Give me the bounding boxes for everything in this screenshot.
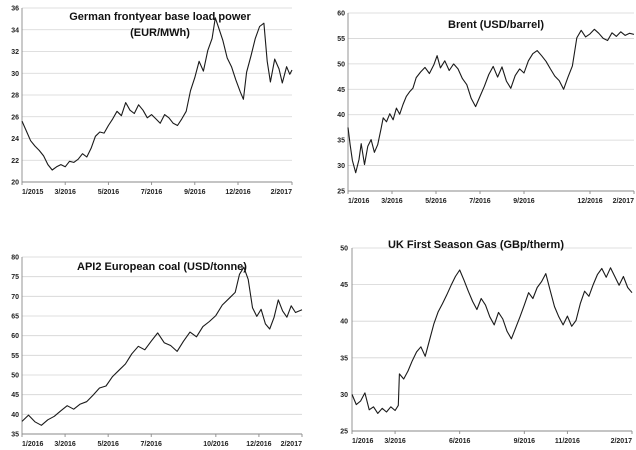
chart-german-power: 20 22 24 26 28 30 32 34 36 1/2015 3/2016 5/2016 7/20…	[11, 6, 293, 196]
chart-brent: 25 30 35 40 45 50 55 60 1/2016 3/2016 5/2016 7/2016…	[337, 11, 635, 205]
y-tick-label: 22	[11, 158, 19, 165]
chart-api2-coal: 35 40 45 50 55 60 65 70 75 80 1/2016 3/2016 5/2016 7/…	[11, 255, 303, 448]
y-tick-label: 35	[11, 432, 19, 439]
y-tick-label: 50	[337, 61, 345, 68]
x-tick-label: 2/2017	[611, 438, 633, 445]
x-tick-label: 12/2016	[246, 441, 271, 448]
y-tick-label: 45	[337, 87, 345, 94]
y-tick-label: 75	[11, 274, 19, 281]
y-tick-label: 45	[11, 392, 19, 399]
series-line	[21, 266, 303, 426]
y-tick-label: 40	[11, 412, 19, 419]
y-tick-label: 35	[340, 355, 348, 362]
y-tick-label: 55	[337, 36, 345, 43]
y-tick-label: 20	[11, 180, 19, 187]
x-tick-label: 9/2016	[184, 189, 206, 196]
series-line	[351, 267, 633, 414]
series-line	[21, 17, 293, 171]
x-tick-label: 3/2016	[384, 438, 406, 445]
y-tick-label: 30	[337, 163, 345, 170]
series-line	[347, 28, 635, 174]
x-tick-label: 3/2016	[54, 189, 76, 196]
x-tick-label: 9/2016	[513, 198, 535, 205]
y-tick-label: 25	[337, 189, 345, 196]
y-tick-label: 30	[340, 392, 348, 399]
x-tick-label: 1/2016	[348, 198, 370, 205]
y-tick-label: 26	[11, 114, 19, 121]
y-tick-label: 35	[337, 138, 345, 145]
chart-title: Brent (USD/barrel)	[448, 19, 544, 31]
x-tick-label: 5/2016	[425, 198, 447, 205]
y-tick-label: 25	[340, 429, 348, 436]
x-tick-label: 7/2016	[141, 189, 163, 196]
x-tick-label: 2/2017	[613, 198, 635, 205]
y-tick-label: 50	[340, 246, 348, 253]
y-tick-label: 28	[11, 93, 19, 100]
y-tick-label: 70	[11, 294, 19, 301]
y-tick-label: 60	[337, 11, 345, 18]
y-tick-label: 55	[11, 353, 19, 360]
x-tick-label: 12/2016	[577, 198, 602, 205]
chart-subtitle: (EUR/MWh)	[130, 27, 190, 39]
x-tick-label: 1/2015	[22, 189, 44, 196]
y-tick-label: 32	[11, 49, 19, 56]
x-tick-label: 1/2016	[22, 441, 44, 448]
y-tick-label: 36	[11, 6, 19, 13]
x-tick-label: 2/2017	[271, 189, 293, 196]
x-tick-label: 11/2016	[555, 438, 580, 445]
y-tick-label: 80	[11, 255, 19, 262]
x-tick-label: 12/2016	[225, 189, 250, 196]
y-tick-label: 40	[340, 319, 348, 326]
y-tick-label: 60	[11, 333, 19, 340]
y-tick-label: 24	[11, 136, 19, 143]
y-tick-label: 34	[11, 27, 19, 34]
x-tick-label: 5/2016	[98, 189, 120, 196]
y-tick-label: 65	[11, 314, 19, 321]
y-tick-label: 40	[337, 112, 345, 119]
chart-title: UK First Season Gas (GBp/therm)	[388, 239, 564, 251]
chart-title: API2 European coal (USD/tonne)	[77, 261, 247, 273]
x-tick-label: 3/2016	[381, 198, 403, 205]
y-tick-label: 30	[11, 71, 19, 78]
x-tick-label: 10/2016	[203, 441, 228, 448]
y-tick-label: 50	[11, 373, 19, 380]
x-tick-label: 7/2016	[141, 441, 163, 448]
x-tick-label: 9/2016	[514, 438, 536, 445]
x-tick-label: 2/2017	[281, 441, 303, 448]
chart-uk-gas: 25 30 35 40 45 50 1/2016 3/2016 6/2016 9/2016 11/2…	[340, 239, 633, 445]
chart-title: German frontyear base load power	[69, 11, 251, 23]
x-tick-label: 6/2016	[449, 438, 471, 445]
x-tick-label: 3/2016	[54, 441, 76, 448]
x-tick-label: 5/2016	[97, 441, 119, 448]
x-tick-label: 7/2016	[469, 198, 491, 205]
x-tick-label: 1/2016	[352, 438, 374, 445]
y-tick-label: 45	[340, 282, 348, 289]
